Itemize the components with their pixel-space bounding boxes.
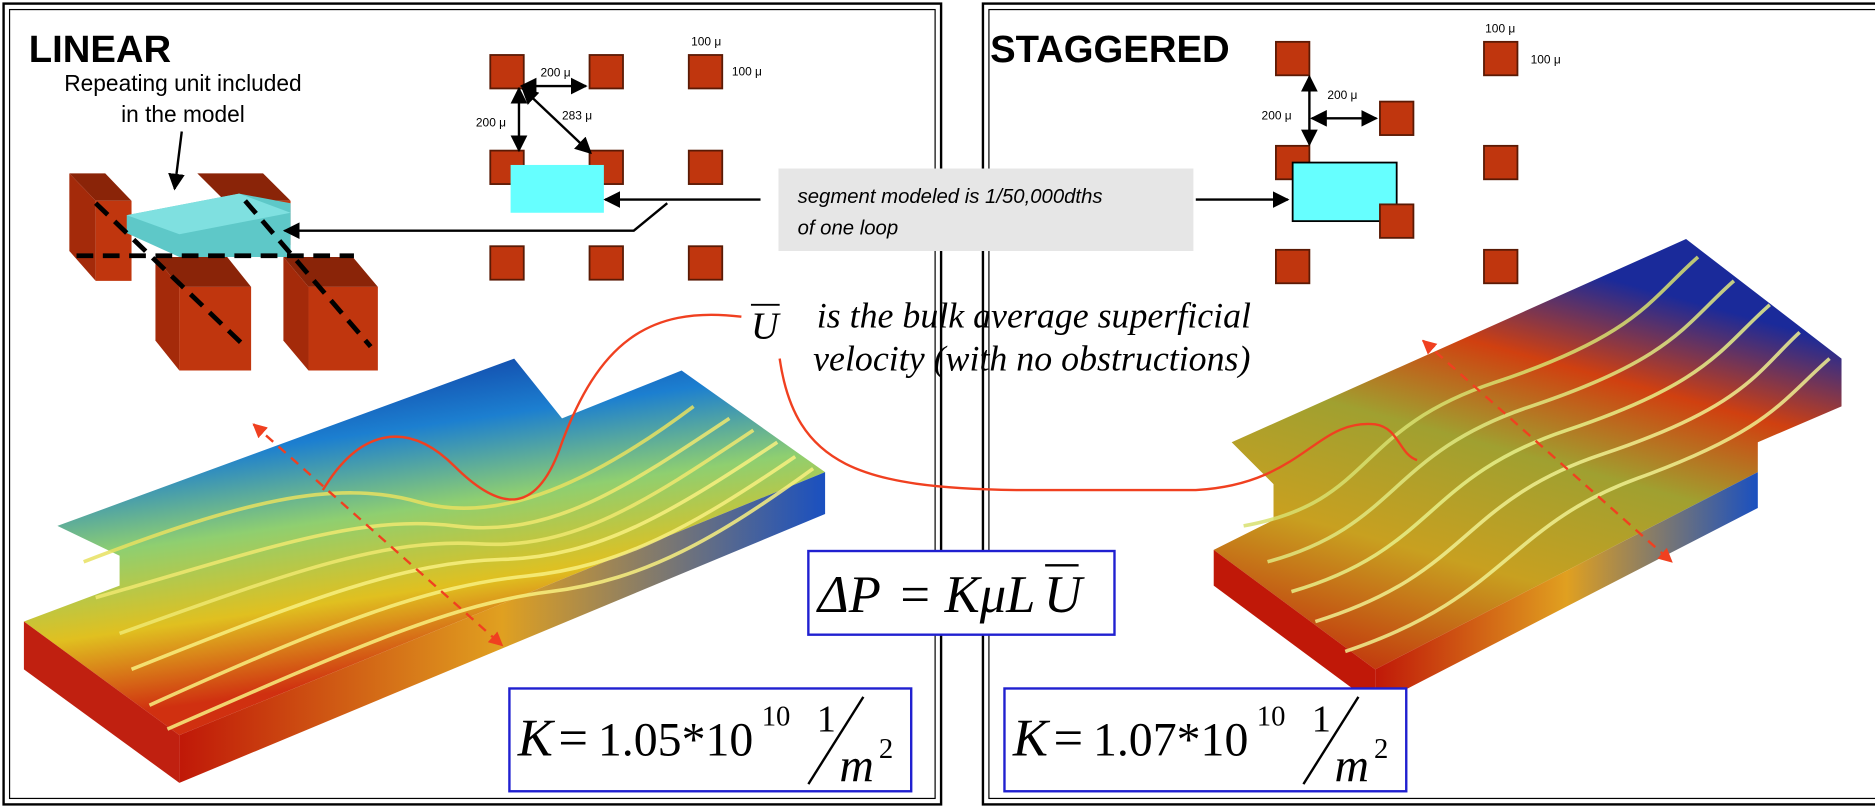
shape bbox=[179, 287, 251, 371]
shape bbox=[1484, 250, 1517, 283]
equation-term: ΔP bbox=[816, 566, 881, 624]
equation-term: 1 bbox=[817, 699, 836, 741]
dimension-label: 200 μ bbox=[476, 116, 506, 130]
dimension-label: 100 μ bbox=[732, 64, 762, 78]
caption: in the model bbox=[121, 101, 245, 127]
shape bbox=[1380, 204, 1413, 237]
shape bbox=[689, 246, 722, 279]
dimension-label: 283 μ bbox=[562, 109, 592, 123]
equation-term: = bbox=[900, 566, 930, 624]
equation-term: 1.07*10 bbox=[1093, 713, 1248, 766]
equation-term: 10 bbox=[1257, 701, 1286, 733]
equation-term: U bbox=[1044, 566, 1085, 624]
dimension-label: 200 μ bbox=[540, 65, 570, 79]
dimension-label: 200 μ bbox=[1262, 109, 1292, 123]
shape bbox=[511, 165, 604, 213]
equation-term: m bbox=[1335, 740, 1370, 793]
dimension-label: 100 μ bbox=[691, 34, 721, 48]
equation-term: 2 bbox=[1374, 733, 1388, 765]
shape bbox=[96, 201, 132, 281]
unit-model bbox=[69, 173, 378, 370]
equation-term: K bbox=[517, 709, 556, 767]
equation-term: m bbox=[839, 740, 874, 793]
equation-term: 1 bbox=[1312, 699, 1331, 741]
equation-term: KμL bbox=[944, 566, 1036, 624]
arrow bbox=[175, 131, 182, 188]
panel-title: STAGGERED bbox=[990, 28, 1229, 71]
shape bbox=[1276, 42, 1309, 75]
velocity-symbol: U bbox=[751, 305, 781, 347]
equation-term: 10 bbox=[762, 701, 791, 733]
flow-simulation bbox=[1214, 239, 1842, 705]
equation-term: 2 bbox=[879, 733, 893, 765]
shape bbox=[309, 287, 378, 371]
shape bbox=[590, 55, 623, 88]
callout-text: segment modeled is 1/50,000dths bbox=[798, 186, 1103, 208]
velocity-note: velocity (with no obstructions) bbox=[813, 339, 1250, 379]
slide: LINEAR Repeating unit included in the mo… bbox=[0, 0, 1875, 808]
shape bbox=[1484, 146, 1517, 179]
arrow bbox=[285, 203, 668, 230]
k-equation: K = 1.05*10 10 1 m 2 bbox=[509, 688, 911, 792]
shape bbox=[689, 55, 722, 88]
dimension-label: 100 μ bbox=[1485, 21, 1515, 35]
post-grid bbox=[1276, 42, 1518, 283]
shape bbox=[490, 55, 523, 88]
equation-term: K bbox=[1012, 709, 1051, 767]
shape bbox=[1484, 42, 1517, 75]
callout-text: of one loop bbox=[798, 217, 899, 239]
dimension-label: 200 μ bbox=[1327, 88, 1357, 102]
dimension-label: 100 μ bbox=[1531, 52, 1561, 66]
k-equation: K = 1.07*10 10 1 m 2 bbox=[1004, 688, 1406, 792]
shape bbox=[1276, 250, 1309, 283]
equation-term: 1.05*10 bbox=[598, 713, 753, 766]
caption: Repeating unit included bbox=[64, 70, 301, 96]
pressure-equation: ΔP = KμL U bbox=[816, 565, 1085, 624]
post-grid bbox=[490, 55, 722, 280]
equation-term: = bbox=[558, 709, 588, 767]
shape bbox=[490, 246, 523, 279]
shape bbox=[689, 151, 722, 184]
shape bbox=[1380, 102, 1413, 135]
panel-title: LINEAR bbox=[29, 28, 171, 71]
velocity-note: is the bulk average superficial bbox=[817, 296, 1251, 336]
shape bbox=[590, 246, 623, 279]
equation-term: = bbox=[1053, 709, 1083, 767]
